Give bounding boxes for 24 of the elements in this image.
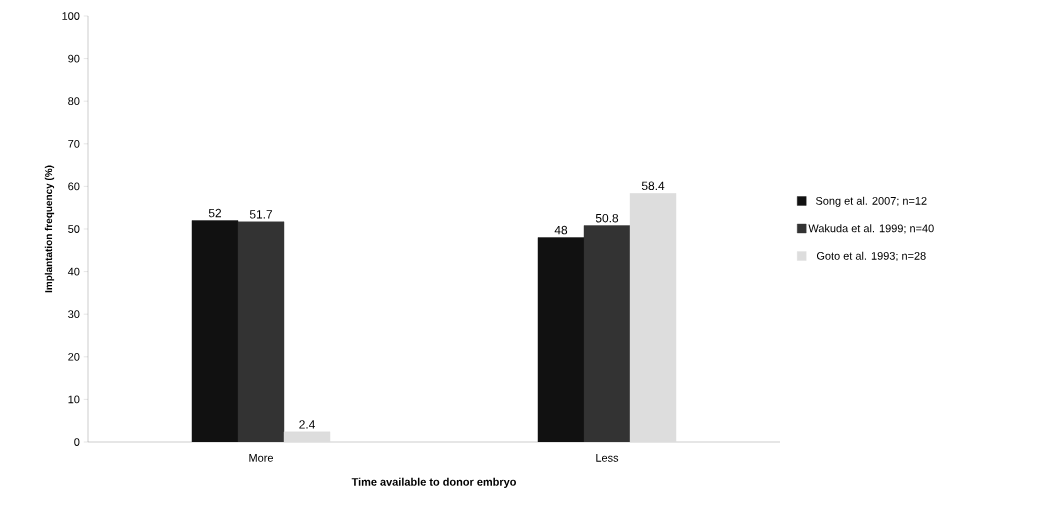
y-tick-label: 50 — [68, 225, 80, 233]
x-tick-label: Less — [596, 454, 619, 462]
data-label: 50.8 — [595, 213, 619, 223]
data-label: 2.4 — [299, 420, 315, 429]
legend-label: Goto et al. 1993; n=28 — [816, 251, 926, 262]
y-tick-label: 90 — [68, 54, 80, 63]
x-axis-title: Time available to donor embryo — [351, 477, 516, 488]
data-label: 51.7 — [249, 210, 273, 219]
y-tick-label: 70 — [68, 139, 80, 148]
y-tick-label: 80 — [68, 97, 80, 106]
y-tick-label: 60 — [68, 182, 80, 191]
x-tick-label: More — [249, 454, 273, 462]
y-tick-label: 40 — [67, 267, 80, 276]
y-tick-label: 10 — [68, 395, 80, 404]
data-label: 58.4 — [641, 181, 665, 191]
y-axis-title: Implantation frequency (%) — [44, 165, 55, 293]
legend-label: Song et al. 2007; n=12 — [815, 196, 927, 207]
y-tick-label: 20 — [68, 352, 80, 361]
data-label: 52 — [208, 208, 222, 218]
data-label: 48 — [554, 225, 568, 235]
legend-label: Wakuda et al. 1999; n=40 — [808, 224, 934, 234]
y-tick-label: 30 — [68, 310, 80, 319]
y-tick-label: 100 — [62, 12, 80, 20]
y-tick-label: 0 — [74, 438, 80, 446]
